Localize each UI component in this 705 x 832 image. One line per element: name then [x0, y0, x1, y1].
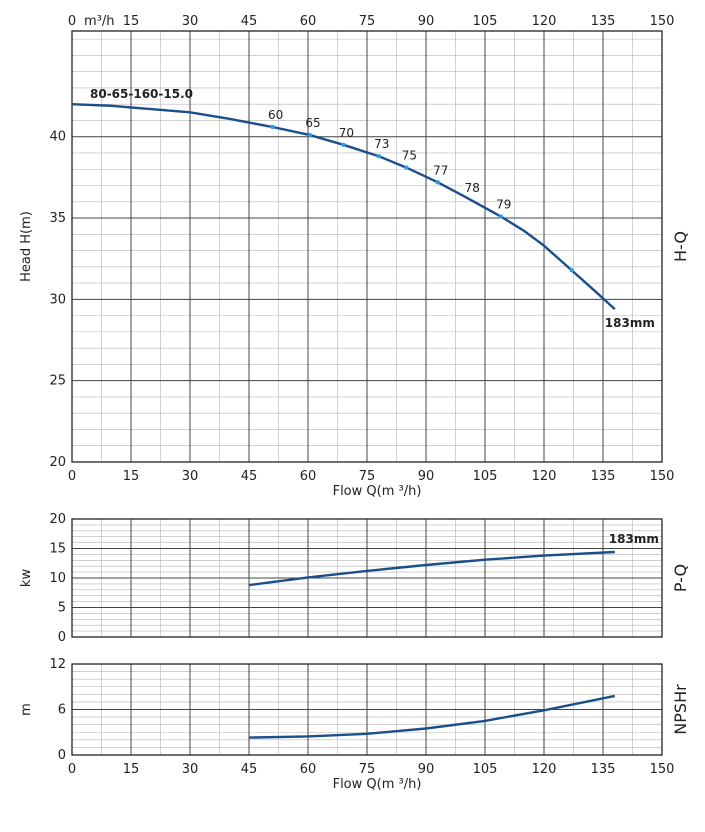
efficiency-marker [569, 267, 574, 273]
top-x-tick-label: 60 [300, 14, 317, 29]
y-tick-label: 25 [49, 374, 66, 389]
x-tick-label: 105 [473, 469, 498, 484]
y-tick-label: 15 [49, 542, 66, 557]
y-tick-label: 0 [58, 748, 66, 763]
top-x-tick-label: 15 [123, 14, 140, 29]
top-x-tick-label: 150 [650, 14, 675, 29]
y-tick-label: 10 [49, 571, 66, 586]
pq-panel: 0 5 10 15 20 kw P-Q 183mm [19, 512, 690, 645]
series-curve [248, 550, 615, 587]
x-tick-label: 150 [650, 469, 675, 484]
y-axis-title: Head H(m) [19, 211, 34, 282]
y-axis-title: kw [19, 569, 34, 588]
x-tick-label: 45 [241, 469, 258, 484]
x-tick-label: 30 [182, 469, 199, 484]
x-tick-label: 135 [591, 469, 616, 484]
top-x-tick-label: 90 [418, 14, 435, 29]
series-name-label: 80-65-160-15.0 [90, 87, 193, 101]
series-curve [71, 103, 616, 310]
side-title: P-Q [671, 564, 690, 592]
efficiency-marker [498, 214, 503, 219]
efficiency-marker [404, 165, 409, 170]
x-tick-label: 135 [591, 762, 616, 777]
x-tick-label: 45 [241, 762, 258, 777]
efficiency-marker [376, 154, 381, 159]
efficiency-marker [270, 124, 275, 130]
x-tick-label: 150 [650, 762, 675, 777]
curve-end-label: 183mm [605, 316, 655, 330]
x-tick-label: 75 [359, 762, 376, 777]
x-tick-label: 0 [68, 762, 76, 777]
y-tick-label: 40 [49, 130, 66, 145]
y-tick-label: 6 [58, 703, 66, 718]
x-tick-label: 60 [300, 469, 317, 484]
x-tick-label: 15 [123, 469, 140, 484]
y-tick-label: 20 [49, 455, 66, 470]
y-axis-title: m [19, 703, 34, 716]
top-x-tick-label: 105 [473, 14, 498, 29]
efficiency-label: 77 [433, 163, 448, 177]
y-tick-label: 20 [49, 512, 66, 527]
top-x-tick-label: 30 [182, 14, 199, 29]
x-tick-label: 30 [182, 762, 199, 777]
y-tick-label: 5 [58, 601, 66, 616]
top-axis-unit: m³/h [84, 14, 115, 29]
efficiency-marker [435, 180, 440, 185]
x-tick-label: 105 [473, 762, 498, 777]
efficiency-label: 70 [339, 126, 354, 140]
top-x-tick-label: 0 [68, 14, 76, 29]
efficiency-marker [341, 142, 346, 148]
x-tick-label: 75 [359, 469, 376, 484]
x-tick-label: 0 [68, 469, 76, 484]
side-title: H-Q [671, 231, 690, 262]
x-axis-title: Flow Q(m ³/h) [333, 484, 422, 499]
efficiency-label: 79 [496, 197, 511, 211]
top-x-tick-label: 45 [241, 14, 258, 29]
x-tick-label: 15 [123, 762, 140, 777]
plot-frame [71, 663, 663, 756]
curve-end-label: 183mm [609, 532, 659, 546]
efficiency-label: 60 [268, 108, 283, 122]
x-tick-label: 90 [418, 469, 435, 484]
x-tick-label: 120 [532, 469, 557, 484]
side-title: NPSHr [671, 684, 690, 735]
plot-frame [71, 518, 663, 638]
y-tick-label: 12 [49, 657, 66, 672]
top-x-tick-label: 75 [359, 14, 376, 29]
efficiency-label: 65 [305, 116, 320, 130]
efficiency-label: 73 [374, 137, 389, 151]
x-tick-label: 90 [418, 762, 435, 777]
y-tick-label: 0 [58, 630, 66, 645]
x-tick-label: 120 [532, 762, 557, 777]
x-axis-title: Flow Q(m ³/h) [333, 777, 422, 792]
plot-frame [71, 30, 663, 463]
series-curve [248, 694, 616, 739]
efficiency-label: 78 [465, 181, 480, 195]
x-tick-label: 60 [300, 762, 317, 777]
top-x-tick-label: 135 [591, 14, 616, 29]
efficiency-marker [307, 132, 313, 138]
efficiency-label: 75 [402, 149, 417, 163]
hq-panel: 20 25 30 35 40 0 15 30 45 60 75 90 105 120 135 150 0 15 30… [19, 14, 690, 499]
y-tick-label: 30 [49, 292, 66, 307]
y-tick-label: 35 [49, 211, 66, 226]
top-x-tick-label: 120 [532, 14, 557, 29]
